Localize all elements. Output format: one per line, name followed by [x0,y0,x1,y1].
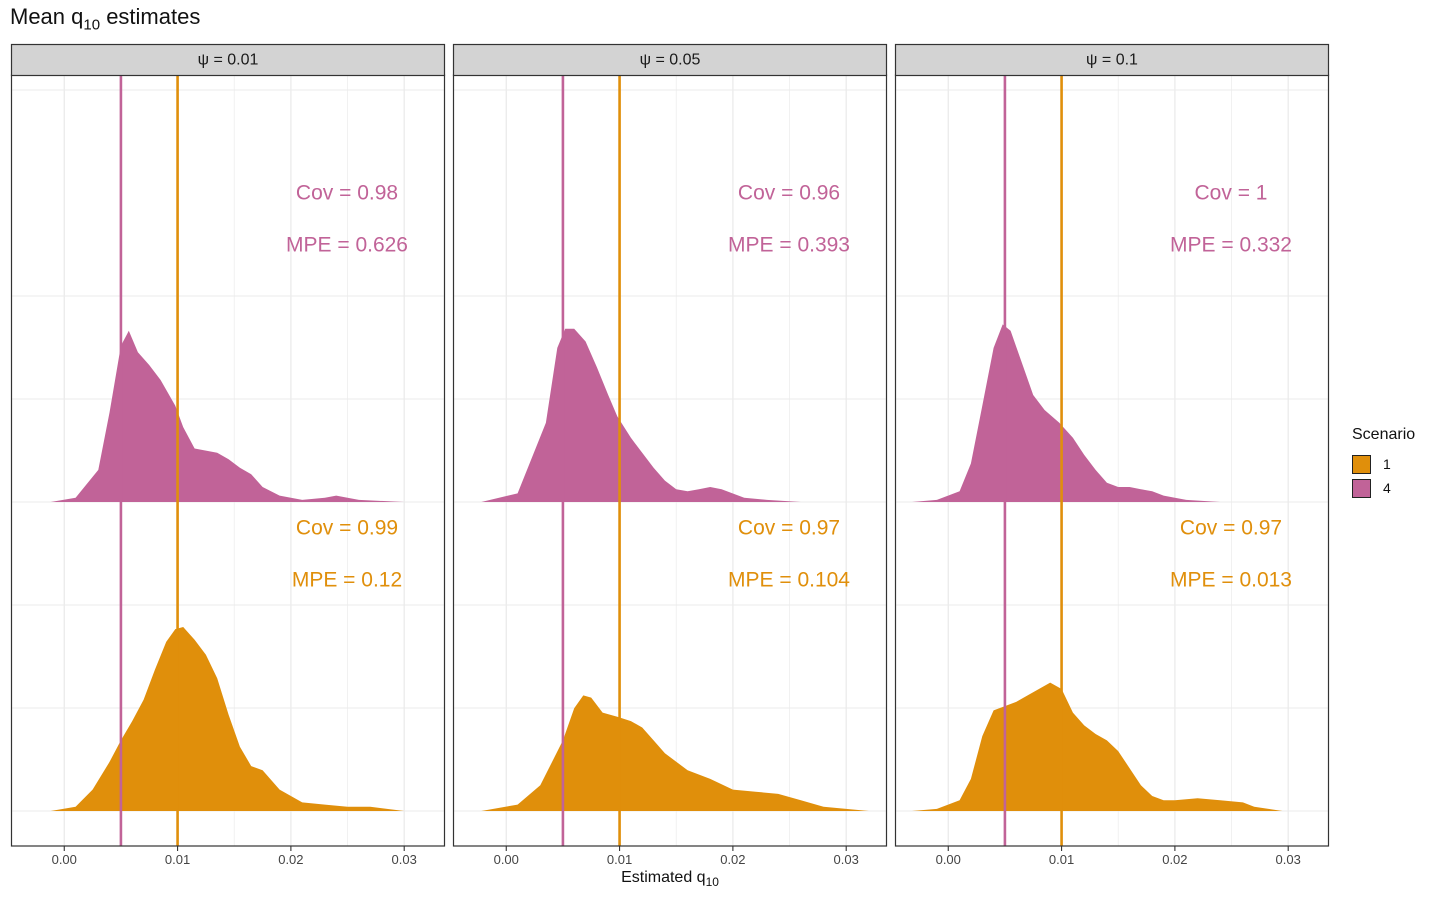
x-tick-label: 0.01 [607,852,632,867]
chart-title-subscript: 10 [83,16,101,34]
annotation-cov-scenario-4: Cov = 1 [1195,182,1268,205]
x-tick-label: 0.01 [165,852,190,867]
x-tick-label: 0.01 [1049,852,1074,867]
annotation-cov-scenario-1: Cov = 0.99 [296,517,398,540]
chart-title-main: Mean q [10,4,84,29]
panel-background [453,75,887,846]
facet-panel-1: Cov = 0.98 MPE = 0.626 Cov = 0.99 MPE = 0.1… [10,43,446,867]
x-tick-label: 0.02 [720,852,745,867]
chart-title-tail: estimates [100,4,201,29]
annotation-cov-scenario-4: Cov = 0.96 [738,182,840,205]
facet-strip [452,43,888,77]
facet-panel-2: Cov = 0.96 MPE = 0.393 Cov = 0.97 MPE = 0.1… [452,43,888,867]
x-axis-label-main: Estimated q [621,869,706,886]
facet-panel-3: Cov = 1 MPE = 0.332 Cov = 0.97 MPE = 0.013 ψ… [894,43,1330,867]
legend: Scenario 1 4 [1352,426,1415,500]
x-tick-label: 0.03 [1276,852,1301,867]
annotation-cov-scenario-1: Cov = 0.97 [738,517,840,540]
x-tick-label: 0.02 [1162,852,1187,867]
density-scenario-4 [50,330,405,502]
annotation-mpe-scenario-1: MPE = 0.104 [728,569,850,592]
annotation-mpe-scenario-1: MPE = 0.013 [1170,569,1292,592]
x-tick-label: 0.02 [278,852,303,867]
facet-strip [10,43,446,77]
x-axis-label: Estimated q10 [0,869,1340,889]
facet-strip-label: ψ = 0.01 [198,52,259,69]
annotation-mpe-scenario-1: MPE = 0.12 [292,569,402,592]
density-scenario-1 [50,627,405,811]
x-tick-label: 0.00 [52,852,77,867]
annotation-mpe-scenario-4: MPE = 0.393 [728,234,850,257]
x-tick-label: 0.00 [936,852,961,867]
legend-swatch-scenario-4 [1352,478,1371,498]
x-axis-label-subscript: 10 [705,875,719,890]
facet-strip-label: ψ = 0.05 [640,52,701,69]
density-scenario-1 [481,695,869,811]
x-tick-label: 0.00 [494,852,519,867]
density-scenario-4 [481,328,869,502]
x-tick-label: 0.03 [834,852,859,867]
legend-item-scenario-1: 1 [1352,452,1415,476]
panel-background [895,75,1329,846]
legend-title: Scenario [1352,426,1416,443]
annotation-cov-scenario-4: Cov = 0.98 [296,182,398,205]
legend-label-scenario-4: 4 [1383,480,1391,496]
legend-swatch-scenario-1 [1352,454,1371,474]
annotation-mpe-scenario-4: MPE = 0.626 [286,234,408,257]
annotation-cov-scenario-1: Cov = 0.97 [1180,517,1282,540]
x-tick-label: 0.03 [392,852,417,867]
legend-item-scenario-4: 4 [1352,476,1415,500]
legend-label-scenario-1: 1 [1383,456,1391,472]
annotation-mpe-scenario-4: MPE = 0.332 [1170,234,1292,257]
facet-strip-label: ψ = 0.1 [1086,52,1138,69]
facet-strip [894,43,1330,77]
chart-title: Mean q10 estimates [10,4,200,33]
